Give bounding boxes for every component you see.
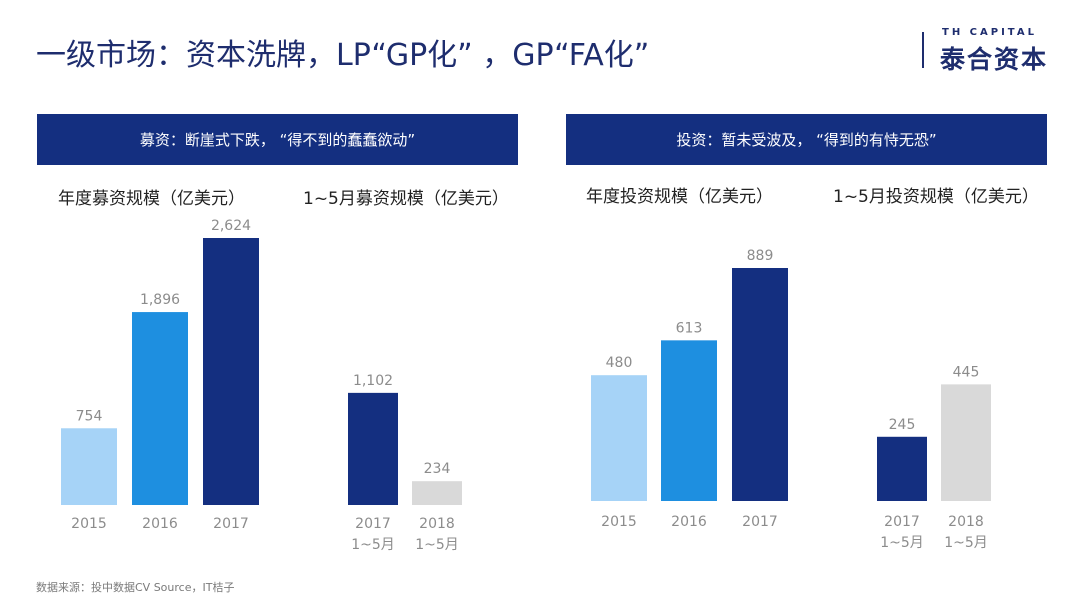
chart-title-jan-may-fundraising: 1~5月募资规模（亿美元） [303, 189, 509, 209]
logo-chinese: 泰合资本 [940, 45, 1049, 74]
category-label: 1~5月 [415, 537, 459, 553]
bar-value-label: 1,102 [353, 373, 393, 389]
bar [877, 436, 927, 501]
bar-value-label: 2,624 [211, 218, 251, 234]
logo-divider [922, 32, 924, 68]
chart-title-annual-investment: 年度投资规模（亿美元） [586, 187, 773, 207]
category-label: 2017 [742, 514, 778, 530]
bar [661, 340, 717, 501]
bar-value-label: 889 [747, 248, 774, 264]
category-label: 2018 [948, 514, 984, 530]
bar-value-label: 234 [424, 461, 451, 477]
chart-title-annual-fundraising: 年度募资规模（亿美元） [58, 189, 245, 209]
bar [591, 375, 647, 501]
category-label: 2017 [213, 516, 249, 532]
category-label: 2017 [884, 514, 920, 530]
left-banner: 募资：断崖式下跌， “得不到的蠢蠢欲动” [37, 114, 518, 165]
bar-value-label: 754 [76, 408, 103, 424]
bar [203, 238, 259, 505]
bar [348, 392, 398, 505]
bar-value-label: 245 [889, 417, 916, 433]
category-label: 2017 [355, 516, 391, 532]
bar-value-label: 1,896 [140, 292, 180, 308]
logo-english: TH CAPITAL [942, 27, 1037, 38]
bar [941, 384, 991, 501]
bar-value-label: 445 [953, 364, 980, 380]
page-title: 一级市场：资本洗牌，LP“GP化” ，GP“FA化” [36, 38, 650, 73]
bar [412, 481, 462, 505]
bar-value-label: 480 [606, 355, 633, 371]
category-label: 1~5月 [351, 537, 395, 553]
category-label: 2018 [419, 516, 455, 532]
category-label: 1~5月 [944, 535, 988, 551]
category-label: 2016 [142, 516, 178, 532]
bar [732, 268, 788, 501]
bar [132, 312, 188, 505]
bar [61, 428, 117, 505]
category-label: 2015 [601, 514, 637, 530]
chart-title-jan-may-investment: 1~5月投资规模（亿美元） [833, 187, 1039, 207]
right-banner: 投资：暂未受波及， “得到的有恃无恐” [566, 114, 1047, 165]
category-label: 2016 [671, 514, 707, 530]
data-source-note: 数据来源：投中数据CV Source，IT桔子 [36, 581, 235, 594]
bar-value-label: 613 [676, 320, 703, 336]
category-label: 2015 [71, 516, 107, 532]
category-label: 1~5月 [880, 535, 924, 551]
